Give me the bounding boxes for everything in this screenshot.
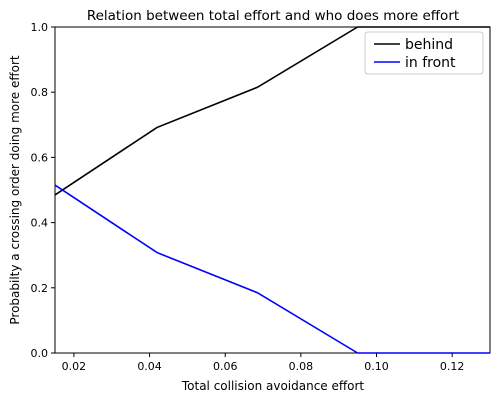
y-tick-label: 1.0 [31, 21, 49, 34]
x-tick-label: 0.12 [440, 360, 465, 373]
y-axis-title: Probabilty a crossing order doing more e… [8, 55, 22, 325]
series-layer [54, 26, 490, 354]
y-tick-label: 0.6 [31, 151, 49, 164]
series-line-behind [54, 26, 490, 196]
y-axis-ticks: 0.0 0.2 0.4 0.6 0.8 1.0 [31, 21, 55, 360]
x-axis-title: Total collision avoidance effort [181, 379, 365, 393]
legend: behind in front [364, 31, 484, 75]
y-tick-label: 0.0 [31, 347, 49, 360]
y-tick-label: 0.2 [31, 282, 49, 295]
plot-area: 0.02 0.04 0.06 0.08 0.10 0.12 0.0 0.2 0.4 0.6 0.8… [31, 21, 491, 373]
chart-title: Relation between total effort and who do… [87, 8, 459, 24]
legend-box [364, 31, 484, 75]
y-tick-label: 0.4 [31, 217, 49, 230]
x-tick-label: 0.02 [62, 360, 87, 373]
legend-label-in-front: in front [405, 55, 456, 71]
x-tick-label: 0.04 [137, 360, 162, 373]
y-tick-label: 0.8 [31, 86, 49, 99]
x-axis-ticks: 0.02 0.04 0.06 0.08 0.10 0.12 [62, 353, 465, 373]
series-line-in-front [54, 184, 490, 354]
x-tick-label: 0.10 [364, 360, 389, 373]
legend-label-behind: behind [405, 37, 453, 53]
x-tick-label: 0.08 [289, 360, 314, 373]
plot-frame [54, 26, 491, 354]
x-tick-label: 0.06 [213, 360, 238, 373]
